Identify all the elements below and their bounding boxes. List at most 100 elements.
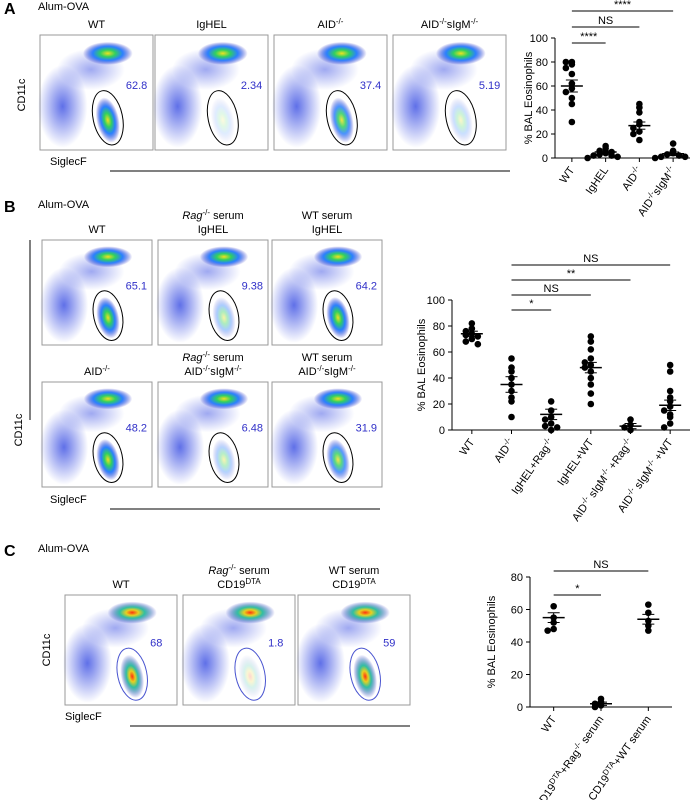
- cell-population: [96, 439, 120, 481]
- text-segment: AID: [492, 443, 512, 465]
- y-tick-label: 80: [433, 321, 445, 333]
- data-point: [547, 420, 555, 427]
- cell-population: [340, 601, 390, 624]
- axis-label: % BAL Eosinophils: [416, 318, 428, 411]
- text-segment: serum: [210, 352, 244, 364]
- text-segment: AID: [298, 366, 316, 378]
- panel-letter: A: [4, 1, 16, 18]
- flow-plot: [390, 34, 507, 151]
- data-point: [660, 424, 668, 431]
- text-segment: -/-: [662, 163, 674, 175]
- x-tick-label: WT: [539, 714, 559, 735]
- data-point: [666, 413, 674, 421]
- y-tick-label: 20: [511, 670, 523, 682]
- text-segment: -/-: [234, 364, 242, 373]
- text-segment: -/-: [579, 494, 591, 506]
- panel-letter: C: [4, 543, 16, 560]
- axis-label: CD11c: [13, 413, 25, 446]
- plot-label: CD19DTA: [332, 577, 376, 592]
- cell-population: [329, 97, 354, 143]
- plot-label: IgHEL: [312, 224, 343, 236]
- plot-label: AID-/-sIgM-/-: [298, 364, 356, 379]
- x-tick-label: WT: [558, 165, 578, 186]
- data-point: [587, 338, 595, 345]
- y-tick-label: 0: [439, 425, 445, 437]
- text-segment: sIgM: [210, 366, 234, 378]
- plot-label: Rag-/- serum: [182, 350, 243, 365]
- plot-label: Rag-/- serum: [208, 563, 269, 578]
- y-tick-label: 80: [536, 57, 548, 69]
- data-point: [568, 118, 576, 126]
- x-tick-label: AID-/-: [618, 163, 645, 193]
- data-point: [508, 355, 515, 362]
- gate: [234, 647, 266, 701]
- data-point: [462, 331, 470, 339]
- data-point: [614, 153, 621, 161]
- data-point: [657, 153, 665, 161]
- gate-value: 37.4: [360, 80, 381, 92]
- plot-label: WT serum: [302, 210, 353, 222]
- text-segment: -/-: [229, 563, 237, 572]
- data-point: [666, 361, 674, 369]
- x-tick-label: AID-/-sIgM-/-: [634, 163, 679, 219]
- panel-letter: B: [4, 199, 16, 216]
- text-segment: -/-: [203, 208, 211, 217]
- data-point: [636, 136, 643, 144]
- data-point: [681, 153, 689, 161]
- text-segment: -/-: [644, 189, 656, 201]
- text-segment: serum: [577, 714, 606, 748]
- y-tick-label: 40: [511, 637, 523, 649]
- text-segment: -/-: [629, 163, 641, 175]
- text-segment: -/-: [102, 364, 110, 373]
- plot-label: WT: [88, 224, 105, 236]
- cell-population: [313, 388, 363, 410]
- data-point: [621, 424, 628, 431]
- plot-label: AID-/-sIgM-/-: [421, 17, 479, 32]
- data-point: [636, 128, 643, 135]
- gate: [92, 432, 124, 483]
- flow-plot: [269, 239, 383, 346]
- text-segment: AID: [570, 502, 590, 524]
- plot-label: WT serum: [329, 565, 380, 577]
- axis-label: SiglecF: [50, 494, 87, 506]
- gate-value: 48.2: [126, 422, 147, 434]
- flow-plot: [39, 239, 153, 346]
- flow-plot: [155, 381, 269, 488]
- text-segment: +WT serum: [611, 714, 653, 768]
- text-segment: +Rag: [605, 443, 632, 474]
- significance-label: *: [529, 298, 534, 310]
- data-point: [568, 100, 576, 108]
- y-tick-label: 20: [536, 129, 548, 141]
- data-point: [541, 422, 549, 430]
- cell-population: [326, 297, 350, 339]
- data-point: [474, 340, 482, 348]
- flow-plot: [62, 594, 178, 706]
- data-point: [544, 627, 551, 634]
- data-point: [553, 424, 561, 431]
- cell-population: [82, 41, 133, 65]
- text-segment: AID: [636, 197, 656, 219]
- plot-label: WT serum: [302, 352, 353, 364]
- y-tick-label: 80: [511, 572, 523, 584]
- gate-value: 1.8: [268, 638, 283, 650]
- flow-plot: [39, 381, 153, 488]
- text-segment: serum: [236, 565, 270, 577]
- text-segment: sIgM: [585, 474, 610, 503]
- flow-plot: [37, 34, 154, 151]
- cell-population: [448, 97, 473, 143]
- plot-label: IgHEL: [196, 19, 227, 31]
- data-point: [627, 416, 634, 423]
- cell-population: [199, 388, 249, 410]
- data-point: [547, 398, 555, 405]
- data-point: [468, 320, 476, 327]
- gate-value: 62.8: [126, 80, 147, 92]
- gate: [92, 290, 124, 341]
- y-tick-label: 60: [511, 605, 523, 617]
- data-point: [651, 154, 659, 162]
- cell-population: [353, 654, 378, 699]
- data-point: [669, 140, 677, 147]
- text-segment: -/-: [540, 435, 552, 447]
- data-point: [591, 703, 599, 711]
- gate: [208, 290, 240, 341]
- y-tick-label: 100: [530, 33, 548, 45]
